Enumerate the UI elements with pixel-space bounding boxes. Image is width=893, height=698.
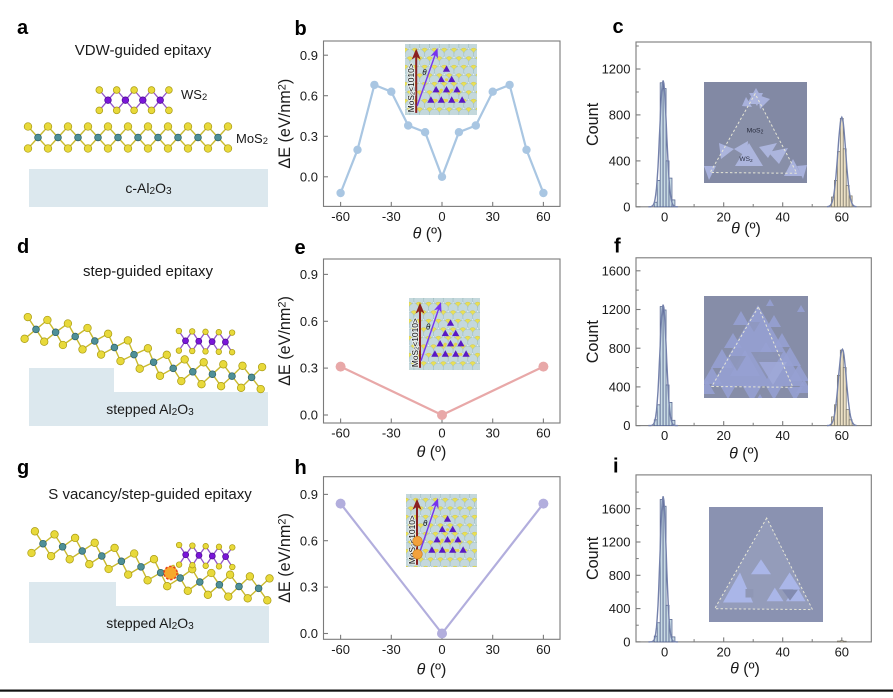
svg-text:VDW-guided epitaxy: VDW-guided epitaxy [75, 42, 212, 59]
svg-text:S vacancy/step-guided epitaxy: S vacancy/step-guided epitaxy [48, 486, 252, 503]
svg-text:e: e [295, 237, 306, 259]
svg-text:0.3: 0.3 [300, 580, 318, 595]
svg-text:0: 0 [438, 209, 445, 224]
svg-text:MoS2​<1010>: MoS2​<1010> [406, 63, 417, 112]
svg-text:d: d [17, 236, 29, 258]
svg-text:400: 400 [609, 154, 631, 169]
svg-text:g: g [17, 457, 29, 479]
svg-text:f: f [614, 236, 621, 258]
svg-text:ΔE (eV/nm2​): ΔE (eV/nm2​) [276, 79, 294, 169]
svg-text:0: 0 [661, 428, 668, 443]
svg-text:stepped Al2​O3​: stepped Al2​O3​ [106, 401, 194, 418]
svg-text:0.3: 0.3 [300, 361, 318, 376]
svg-text:h: h [295, 457, 307, 479]
svg-text:0.6: 0.6 [300, 88, 318, 103]
svg-text:800: 800 [609, 341, 631, 356]
svg-text:0.3: 0.3 [300, 129, 318, 144]
svg-text:θ: θ [426, 323, 431, 332]
svg-text:θ (º): θ (º) [729, 446, 759, 463]
svg-text:θ (º): θ (º) [417, 444, 447, 461]
svg-text:30: 30 [485, 426, 499, 441]
svg-text:40: 40 [775, 428, 789, 443]
svg-text:0.0: 0.0 [300, 626, 318, 641]
svg-text:60: 60 [536, 426, 550, 441]
svg-text:θ (º): θ (º) [731, 221, 761, 238]
svg-text:60: 60 [835, 209, 849, 224]
svg-text:0.9: 0.9 [300, 48, 318, 63]
svg-text:MoS2​: MoS2​ [236, 131, 268, 146]
svg-text:0: 0 [623, 199, 630, 214]
svg-text:a: a [17, 17, 29, 39]
svg-text:-60: -60 [331, 426, 350, 441]
svg-text:-60: -60 [331, 209, 350, 224]
svg-text:40: 40 [775, 644, 789, 659]
svg-text:b: b [295, 18, 307, 40]
svg-text:0.6: 0.6 [300, 533, 318, 548]
svg-text:40: 40 [775, 209, 789, 224]
svg-text:0: 0 [661, 209, 668, 224]
svg-text:stepped Al2​O3​: stepped Al2​O3​ [106, 615, 194, 632]
svg-text:0.0: 0.0 [300, 408, 318, 423]
svg-text:step-guided epitaxy: step-guided epitaxy [83, 263, 214, 280]
svg-text:MoS2: MoS2 [747, 128, 764, 136]
svg-text:0: 0 [438, 426, 445, 441]
svg-text:i: i [613, 456, 619, 478]
svg-text:1200: 1200 [602, 535, 631, 550]
svg-text:-30: -30 [382, 209, 401, 224]
svg-text:Count: Count [584, 102, 602, 146]
svg-text:800: 800 [609, 568, 631, 583]
svg-text:30: 30 [485, 642, 499, 657]
svg-text:1600: 1600 [602, 501, 631, 516]
svg-text:WS2: WS2 [739, 156, 753, 164]
svg-text:20: 20 [716, 644, 730, 659]
svg-text:ΔE (eV/nm2​): ΔE (eV/nm2​) [276, 513, 294, 603]
svg-text:20: 20 [716, 209, 730, 224]
svg-text:θ: θ [422, 68, 427, 77]
svg-text:20: 20 [716, 428, 730, 443]
svg-text:Count: Count [584, 536, 602, 580]
svg-text:30: 30 [485, 209, 499, 224]
svg-text:c-Al2​O3​: c-Al2​O3​ [125, 180, 172, 197]
svg-text:60: 60 [835, 644, 849, 659]
svg-text:1200: 1200 [602, 62, 631, 77]
svg-text:MoS2​<1010>: MoS2​<1010> [410, 318, 421, 367]
svg-text:0.6: 0.6 [300, 314, 318, 329]
svg-text:c: c [613, 16, 624, 38]
svg-text:-30: -30 [382, 642, 401, 657]
svg-text:60: 60 [536, 642, 550, 657]
svg-text:1200: 1200 [602, 302, 631, 317]
svg-text:0: 0 [623, 635, 630, 650]
svg-text:WS2​: WS2​ [181, 87, 207, 102]
svg-text:-30: -30 [382, 426, 401, 441]
svg-text:0: 0 [661, 644, 668, 659]
svg-text:60: 60 [835, 428, 849, 443]
svg-text:0: 0 [438, 642, 445, 657]
svg-text:θ (º): θ (º) [730, 661, 760, 678]
svg-text:0.9: 0.9 [300, 267, 318, 282]
svg-text:-60: -60 [331, 642, 350, 657]
svg-text:400: 400 [609, 601, 631, 616]
svg-text:60: 60 [536, 209, 550, 224]
svg-text:0.9: 0.9 [300, 487, 318, 502]
svg-text:0.0: 0.0 [300, 169, 318, 184]
svg-text:800: 800 [609, 108, 631, 123]
svg-text:θ: θ [423, 519, 428, 528]
svg-text:ΔE (eV/nm2​): ΔE (eV/nm2​) [276, 296, 294, 386]
svg-text:θ (º): θ (º) [417, 662, 447, 679]
svg-text:0: 0 [623, 418, 630, 433]
svg-text:400: 400 [609, 380, 631, 395]
svg-text:Count: Count [584, 320, 602, 364]
svg-text:1600: 1600 [602, 263, 631, 278]
svg-text:θ (º): θ (º) [413, 226, 443, 243]
